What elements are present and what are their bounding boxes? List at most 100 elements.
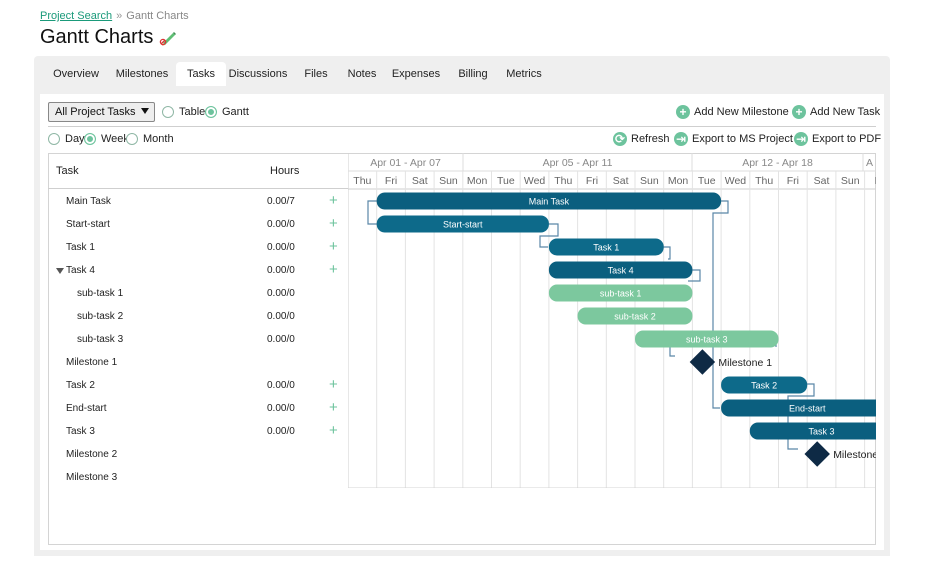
task-row-name[interactable]: sub-task 3 xyxy=(77,334,124,345)
day-header-label: Sat xyxy=(814,175,830,187)
day-header-label: Mon xyxy=(467,175,488,187)
dependency-link xyxy=(367,200,378,225)
task-row-hours: 0.00/0 xyxy=(267,242,295,253)
milestone-diamond-icon[interactable] xyxy=(804,441,830,467)
day-header-label: Thu xyxy=(755,175,773,187)
task-bar-label: Task 2 xyxy=(751,381,777,391)
task-row-name[interactable]: sub-task 1 xyxy=(77,288,124,299)
task-bar[interactable] xyxy=(721,376,808,394)
task-row-name[interactable]: End-start xyxy=(66,403,107,414)
scale-day-radio[interactable]: Day xyxy=(48,133,85,145)
add-milestone-button[interactable]: + Add New Milestone xyxy=(676,105,789,119)
week-header-label: Apr 01 - Apr 07 xyxy=(370,157,441,169)
task-row-name[interactable]: Milestone 3 xyxy=(66,472,118,483)
milestone-label: Milestone 2 xyxy=(833,449,876,461)
task-bar[interactable] xyxy=(548,238,664,256)
task-row-name[interactable]: Milestone 2 xyxy=(66,449,118,460)
day-header-label: Fri xyxy=(787,175,799,187)
task-bar-label: Start-start xyxy=(443,220,483,230)
tab-files[interactable]: Files xyxy=(304,68,328,80)
view-table-radio[interactable]: Table xyxy=(162,106,205,118)
task-bar-label: sub-task 1 xyxy=(600,289,642,299)
refresh-button[interactable]: ⟳ Refresh xyxy=(613,132,670,146)
task-bar[interactable] xyxy=(635,330,779,348)
export-ms-project-label: Export to MS Project xyxy=(692,133,793,145)
task-bar[interactable] xyxy=(749,422,876,440)
tab-milestones[interactable]: Milestones xyxy=(115,68,169,80)
export-ms-project-button[interactable]: ⇥ Export to MS Project xyxy=(674,132,793,146)
chevron-down-icon xyxy=(141,108,149,114)
task-bar[interactable] xyxy=(577,307,693,325)
export-pdf-button[interactable]: ⇥ Export to PDF xyxy=(794,132,881,146)
export-pdf-label: Export to PDF xyxy=(812,133,882,145)
tab-tasks[interactable]: Tasks xyxy=(176,62,226,88)
task-row-name[interactable]: sub-task 2 xyxy=(77,311,124,322)
task-bar[interactable] xyxy=(548,261,693,279)
task-row-name[interactable]: Task 2 xyxy=(66,380,95,391)
refresh-label: Refresh xyxy=(631,133,670,145)
milestone-diamond-icon[interactable] xyxy=(689,349,716,375)
breadcrumb-current: Gantt Charts xyxy=(126,10,189,22)
dependency-link xyxy=(539,223,559,248)
pencil-edit-icon[interactable] xyxy=(159,29,177,47)
task-row-hours: 0.00/7 xyxy=(267,196,295,207)
collapse-triangle-icon[interactable] xyxy=(56,268,64,274)
page-title-row: Gantt Charts xyxy=(40,26,177,49)
tab-billing[interactable]: Billing xyxy=(458,68,488,80)
scale-week-radio[interactable]: Week xyxy=(84,133,129,145)
task-bar-label: Task 1 xyxy=(593,243,619,253)
gantt-panel xyxy=(40,94,884,550)
day-header-label: Sat xyxy=(412,175,428,187)
add-subtask-plus-icon[interactable]: + xyxy=(329,376,338,393)
dependency-link xyxy=(688,269,701,282)
task-row-name[interactable]: Milestone 1 xyxy=(66,357,118,368)
task-row-name[interactable]: Main Task xyxy=(66,196,111,207)
add-subtask-plus-icon[interactable]: + xyxy=(329,422,338,439)
task-bar[interactable] xyxy=(548,284,693,302)
task-bar[interactable] xyxy=(376,215,549,233)
task-row-hours: 0.00/0 xyxy=(267,219,295,230)
task-row-hours: 0.00/0 xyxy=(267,426,295,437)
gantt-timeline[interactable]: Apr 01 - Apr 07 Apr 05 - Apr 11 Apr 12 - A… xyxy=(348,153,876,488)
tabs-bar: Overview Milestones Tasks Discussions Files N… xyxy=(34,56,890,88)
day-header-label: Wed xyxy=(524,175,546,187)
tab-discussions[interactable]: Discussions xyxy=(228,68,288,80)
tab-overview[interactable]: Overview xyxy=(53,68,99,80)
task-bar[interactable] xyxy=(376,192,722,210)
day-header-label: Mon xyxy=(668,175,689,187)
task-bar-label: Task 3 xyxy=(809,427,835,437)
task-row-name[interactable]: Task 3 xyxy=(66,426,95,437)
task-bar-label: sub-task 3 xyxy=(686,335,728,345)
task-row-hours: 0.00/0 xyxy=(267,334,295,345)
day-header-label: Sun xyxy=(640,175,659,187)
add-subtask-plus-icon[interactable]: + xyxy=(329,399,338,416)
breadcrumb: Project Search» Gantt Charts xyxy=(40,10,189,22)
add-subtask-plus-icon[interactable]: + xyxy=(329,192,338,209)
add-subtask-plus-icon[interactable]: + xyxy=(329,215,338,232)
day-header-label: Fri xyxy=(586,175,598,187)
tab-metrics[interactable]: Metrics xyxy=(506,68,542,80)
day-header-label: Sun xyxy=(841,175,860,187)
task-bar[interactable] xyxy=(721,399,876,417)
scale-week-label: Week xyxy=(101,133,129,145)
task-filter-select[interactable]: All Project Tasks xyxy=(48,102,155,122)
tab-expenses[interactable]: Expenses xyxy=(391,68,441,80)
task-row-hours: 0.00/0 xyxy=(267,265,295,276)
add-task-button[interactable]: + Add New Task xyxy=(792,105,880,119)
day-header-label: Thu xyxy=(353,175,371,187)
refresh-icon: ⟳ xyxy=(613,132,627,146)
tab-notes[interactable]: Notes xyxy=(347,68,377,80)
add-subtask-plus-icon[interactable]: + xyxy=(329,238,338,255)
scale-month-radio[interactable]: Month xyxy=(126,133,174,145)
add-subtask-plus-icon[interactable]: + xyxy=(329,261,338,278)
view-table-label: Table xyxy=(179,106,206,118)
view-gantt-radio[interactable]: Gantt xyxy=(205,106,249,118)
day-header-label: Sat xyxy=(613,175,629,187)
grid-header-divider xyxy=(48,188,348,189)
task-row-name[interactable]: Task 4 xyxy=(66,265,95,276)
task-row-name[interactable]: Start-start xyxy=(66,219,110,230)
task-row-name[interactable]: Task 1 xyxy=(66,242,95,253)
breadcrumb-project-search-link[interactable]: Project Search xyxy=(40,10,113,22)
milestone-label: Milestone 1 xyxy=(718,357,772,369)
radio-selected-icon xyxy=(84,133,96,145)
